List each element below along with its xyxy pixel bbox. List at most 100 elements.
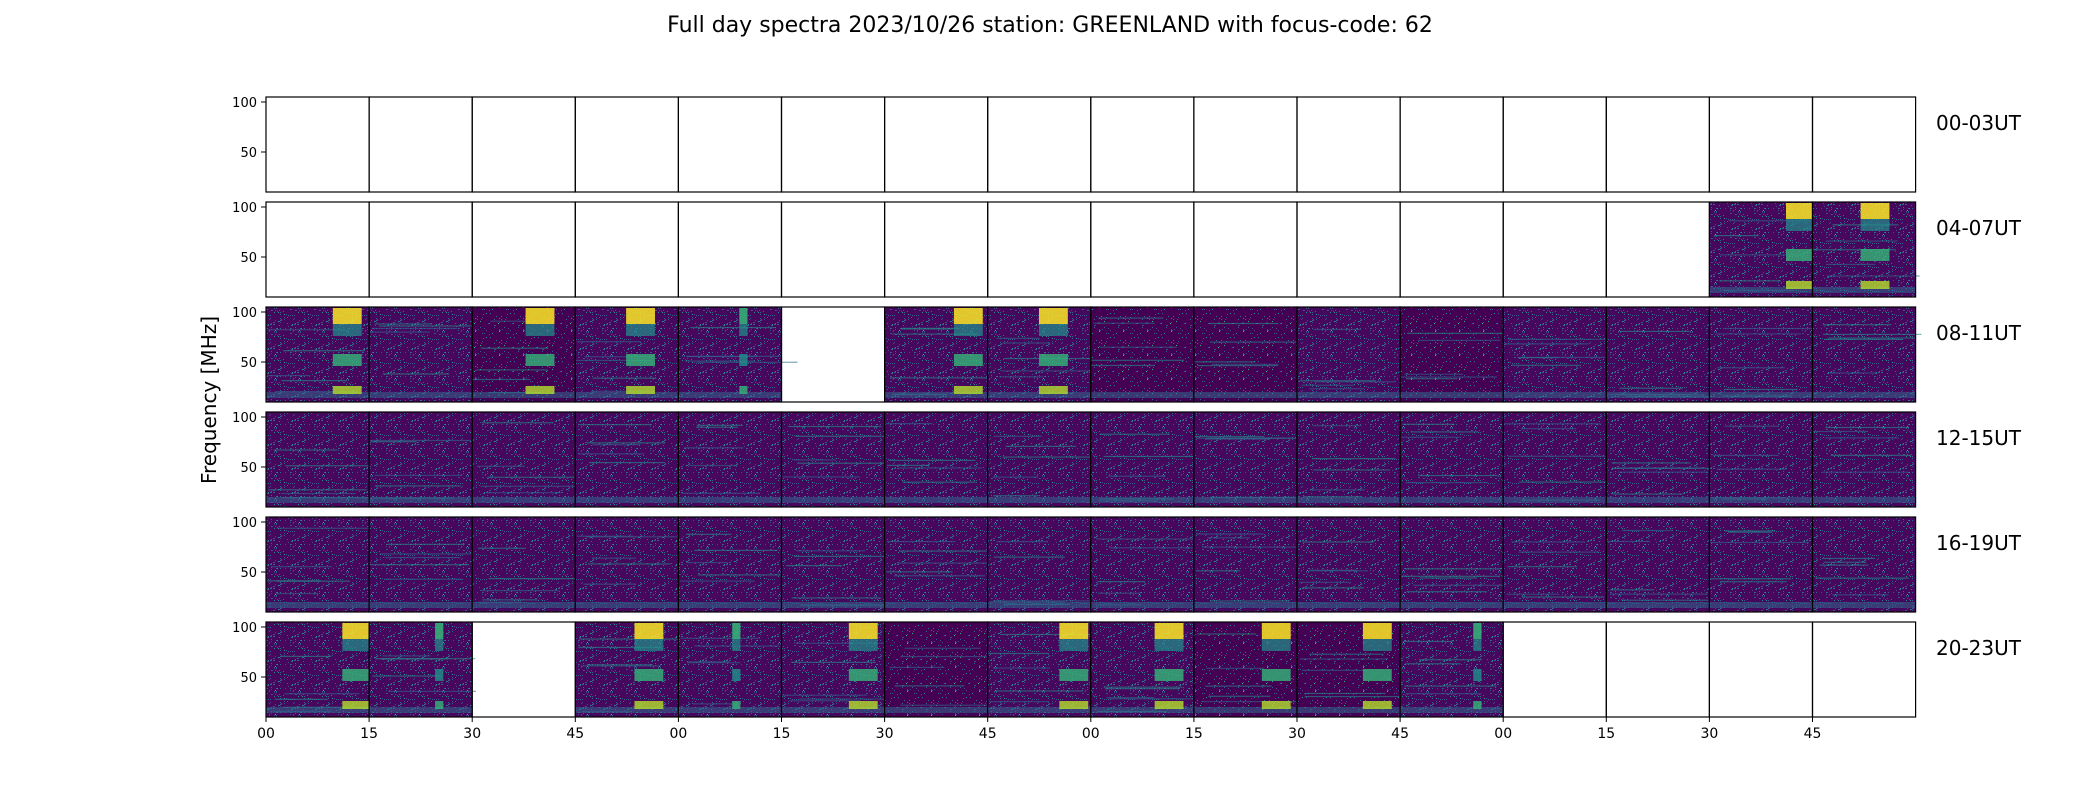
burst-mid	[732, 639, 741, 651]
interference-line	[586, 664, 653, 666]
interference-line	[1103, 686, 1183, 688]
spectrum-panel	[1605, 411, 1719, 508]
burst-high	[732, 623, 741, 639]
burst-low	[1154, 701, 1184, 709]
interference-line	[1097, 592, 1141, 594]
spectrum-panel	[471, 306, 576, 403]
interference-line	[1201, 701, 1299, 703]
spectrum-panel	[780, 96, 886, 193]
spectrum-panel	[677, 201, 783, 298]
interference-line	[375, 485, 461, 487]
low-band	[1709, 287, 1813, 293]
interference-line	[1194, 435, 1265, 438]
spectrum-panel	[1090, 306, 1195, 403]
spectrum-panel	[1605, 621, 1711, 718]
burst-band	[1038, 354, 1068, 366]
y-tick-label: 50	[240, 566, 257, 581]
interference-line	[388, 543, 465, 545]
interference-line	[1813, 249, 1896, 251]
interference-line	[1729, 220, 1820, 222]
interference-line	[1419, 577, 1478, 579]
interference-line	[1310, 569, 1357, 571]
spectrum-panel	[265, 306, 370, 403]
interference-line	[993, 556, 1065, 558]
spectrum-panel	[1811, 96, 1917, 193]
low-band	[1606, 602, 1710, 608]
x-tick-label: 45	[1804, 726, 1822, 742]
spectrum-panel	[1296, 516, 1401, 613]
spectra-row: 50 100 16-19UT	[232, 516, 2022, 613]
interference-line	[1520, 428, 1577, 430]
interference-line	[1826, 275, 1920, 277]
spectrum-panel	[1193, 96, 1298, 193]
low-band	[266, 602, 370, 608]
low-band	[1812, 497, 1916, 503]
low-band	[1812, 287, 1916, 293]
interference-line	[687, 662, 741, 664]
low-band	[781, 707, 885, 713]
spectrum-panel	[1296, 201, 1401, 298]
low-band	[575, 602, 679, 608]
interference-line	[580, 665, 661, 667]
low-band	[1090, 707, 1194, 713]
spectrum-panel	[265, 96, 370, 193]
row-time-label: 08-11UT	[1936, 321, 2022, 345]
x-tick-label: 00	[1494, 726, 1512, 742]
spectrum-background	[472, 412, 576, 507]
interference-line	[892, 333, 979, 335]
interference-line	[477, 547, 526, 549]
interference-line	[904, 647, 981, 649]
spectrum-panel	[1090, 516, 1210, 613]
low-band	[1090, 497, 1194, 503]
low-band	[472, 392, 576, 398]
spectrum-panel	[368, 306, 477, 403]
interference-line	[592, 444, 641, 446]
interference-line	[996, 337, 1040, 339]
interference-line	[689, 464, 738, 467]
spectra-row: 50 100 12-15UT	[232, 411, 2022, 508]
interference-line	[789, 700, 861, 702]
panel-frame	[1811, 411, 1917, 508]
interference-line	[1299, 380, 1377, 382]
interference-line	[579, 638, 679, 640]
interference-line	[795, 642, 884, 644]
spectrum-panel	[1708, 306, 1821, 403]
spectrum-background	[369, 412, 473, 507]
low-band	[781, 497, 885, 503]
interference-line	[1508, 338, 1608, 340]
spectrum-panel	[368, 516, 473, 613]
low-band	[1297, 497, 1401, 503]
interference-line	[1828, 337, 1916, 339]
x-tick-label: 30	[463, 726, 481, 742]
panel-frame	[1502, 621, 1607, 718]
spectrum-panel	[677, 621, 783, 718]
low-band	[987, 497, 1091, 503]
spectrum-panel	[471, 96, 576, 193]
low-band	[678, 602, 782, 608]
interference-line	[1606, 540, 1651, 543]
interference-line	[1205, 685, 1272, 687]
y-tick-label: 100	[232, 201, 257, 216]
interference-line	[370, 441, 417, 443]
interference-line	[1311, 458, 1396, 460]
spectrum-background	[1400, 412, 1504, 507]
interference-line	[1410, 431, 1478, 433]
spectrum-background	[369, 307, 473, 402]
interference-line	[1001, 370, 1101, 372]
interference-line	[1824, 338, 1903, 341]
burst-band	[634, 669, 664, 681]
interference-line	[1724, 388, 1798, 391]
burst-band	[1059, 669, 1089, 681]
burst-low	[848, 701, 878, 709]
spectrum-panel	[987, 306, 1101, 403]
low-band	[472, 602, 576, 608]
panel-frame	[265, 96, 370, 193]
spectrum-background	[1606, 412, 1710, 507]
interference-line	[1518, 481, 1609, 483]
spectrum-panel	[677, 96, 783, 193]
interference-line	[1108, 475, 1166, 477]
interference-line	[1197, 633, 1257, 635]
interference-line	[782, 476, 861, 478]
interference-line	[988, 652, 1049, 655]
interference-line	[1211, 363, 1279, 365]
